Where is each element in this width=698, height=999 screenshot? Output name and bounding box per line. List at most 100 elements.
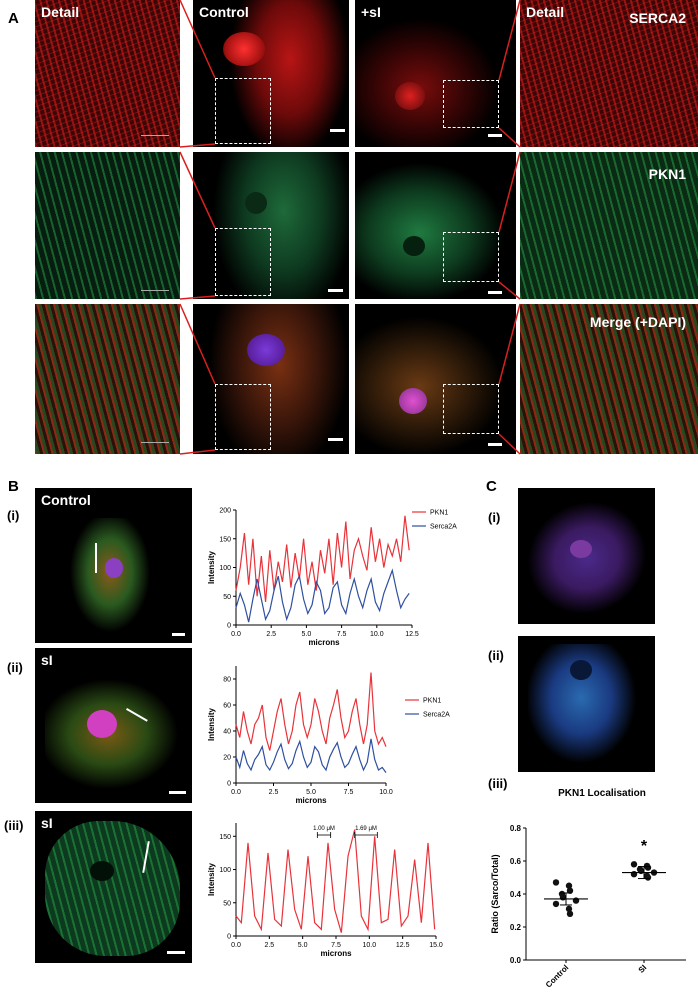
y-tick-label: 0.2 xyxy=(510,923,522,932)
scale-bar xyxy=(328,438,343,441)
col-label-detail-2: Detail xyxy=(526,4,565,20)
series-line-pkn1 xyxy=(235,515,410,603)
nucleus xyxy=(570,660,592,680)
tile-a-si-pkn1 xyxy=(355,152,516,299)
scale-bar xyxy=(172,633,185,636)
scale-bar xyxy=(167,951,185,954)
x-tick-label: 15.0 xyxy=(429,942,443,949)
chart-b-iii: 0.0 2.5 5.0 7.5 10.0 12.5 15.0 0 50 100 150 microns… xyxy=(207,823,443,958)
y-tick-label: 0 xyxy=(227,934,231,941)
y-tick-label: 0.0 xyxy=(510,956,522,965)
nucleus xyxy=(403,236,425,256)
data-point xyxy=(644,874,652,881)
image-c-ii xyxy=(518,636,655,772)
nucleus xyxy=(395,82,425,110)
tile-a-detail-serca2: Detail xyxy=(35,0,180,147)
scale-bar xyxy=(488,291,502,294)
sub-label-c-ii: (ii) xyxy=(488,648,504,663)
x-tick-label: 0.0 xyxy=(231,631,241,638)
x-tick-label: 10.0 xyxy=(379,789,393,796)
col-label-control: Control xyxy=(199,4,249,20)
nucleus xyxy=(399,388,427,414)
row-label-serca2: SERCA2 xyxy=(629,10,686,26)
x-tick-label: 5.0 xyxy=(306,789,316,796)
zoom-connectors xyxy=(179,0,521,455)
scale-bar xyxy=(488,443,502,446)
y-tick-label: 50 xyxy=(223,594,231,601)
nucleus xyxy=(570,540,592,558)
row-label-pkn1: PKN1 xyxy=(648,166,686,182)
cell xyxy=(65,518,155,638)
x-axis-label: microns xyxy=(320,949,352,958)
y-tick-label: 80 xyxy=(223,677,231,684)
series-line-pkn1 xyxy=(235,829,436,933)
x-tick-label: 2.5 xyxy=(264,942,274,949)
y-tick-label: 150 xyxy=(219,536,231,543)
y-tick-label: 0 xyxy=(227,781,231,788)
zoom-box xyxy=(443,384,499,434)
zoom-box xyxy=(215,384,271,450)
tile-a-control-merge xyxy=(193,304,349,454)
series-line-serca2a xyxy=(235,568,410,623)
image-b-ii: sI xyxy=(35,648,192,803)
chart-b-ii: 0.0 2.5 5.0 7.5 10.0 0 20 40 60 80 microns Intensit… xyxy=(207,666,450,805)
x-tick-label: 7.5 xyxy=(344,789,354,796)
data-point xyxy=(565,882,573,889)
x-tick-label: 10.0 xyxy=(363,942,377,949)
tile-a-control-serca2: Control xyxy=(193,0,349,147)
y-tick-label: 20 xyxy=(223,755,231,762)
tile-a-detail2-pkn1: PKN1 xyxy=(520,152,698,299)
series-line-pkn1 xyxy=(235,672,387,751)
image-label-si: sI xyxy=(41,652,53,668)
tile-a-detail2-merge: Merge (+DAPI) xyxy=(520,304,698,454)
tile-a-detail2-serca2: Detail SERCA2 xyxy=(520,0,698,147)
y-tick-label: 0.8 xyxy=(510,824,522,833)
image-label-si-2: sI xyxy=(41,815,53,831)
nucleus xyxy=(245,192,267,214)
nucleus xyxy=(87,710,117,738)
x-tick-label: Control xyxy=(544,963,570,989)
x-tick-label: 5.0 xyxy=(298,942,308,949)
image-b-i: Control xyxy=(35,488,192,643)
series-line-serca2a xyxy=(235,738,387,773)
tile-a-control-pkn1 xyxy=(193,152,349,299)
x-tick-label: SI xyxy=(637,963,649,975)
image-c-i xyxy=(518,488,655,624)
data-point xyxy=(566,887,574,894)
x-tick-label: 0.0 xyxy=(231,942,241,949)
annotation-label: 1.00 μM xyxy=(313,826,335,832)
zoom-box xyxy=(443,80,499,128)
panel-b-letter: B xyxy=(8,478,19,495)
sub-label-b-ii: (ii) xyxy=(7,660,23,675)
tile-a-detail-pkn1 xyxy=(35,152,180,299)
col-label-detail: Detail xyxy=(41,4,80,20)
legend-label: Serca2A xyxy=(423,712,450,719)
nucleus xyxy=(105,558,123,578)
tile-a-si-serca2: +sI xyxy=(355,0,516,147)
x-tick-label: 5.0 xyxy=(302,631,312,638)
significance-asterisk: * xyxy=(641,838,648,855)
scale-bar xyxy=(141,442,169,443)
y-tick-label: 200 xyxy=(219,508,231,515)
sub-label-c-i: (i) xyxy=(488,510,501,525)
x-tick-label: 2.5 xyxy=(266,631,276,638)
chart-b-i: 0.0 2.5 5.0 7.5 10.0 12.5 0 50 100 150 200 microns I… xyxy=(207,508,457,648)
y-tick-label: 100 xyxy=(219,867,231,874)
y-axis-label: Ratio (Sarco/Total) xyxy=(490,854,500,933)
y-tick-label: 50 xyxy=(223,900,231,907)
data-point xyxy=(552,900,560,908)
image-label-control: Control xyxy=(41,492,91,508)
tile-a-detail-merge xyxy=(35,304,180,454)
data-point xyxy=(566,910,574,917)
x-axis-label: microns xyxy=(308,638,340,647)
nucleus xyxy=(223,32,265,66)
y-tick-label: 100 xyxy=(219,565,231,572)
zoom-box xyxy=(443,232,499,282)
scale-bar xyxy=(141,290,169,291)
col-label-si: +sI xyxy=(361,4,381,20)
x-tick-label: 10.0 xyxy=(370,631,384,638)
legend-label: PKN1 xyxy=(423,698,441,705)
x-tick-label: 7.5 xyxy=(337,631,347,638)
row-label-merge: Merge (+DAPI) xyxy=(589,314,686,330)
data-point xyxy=(644,864,652,871)
